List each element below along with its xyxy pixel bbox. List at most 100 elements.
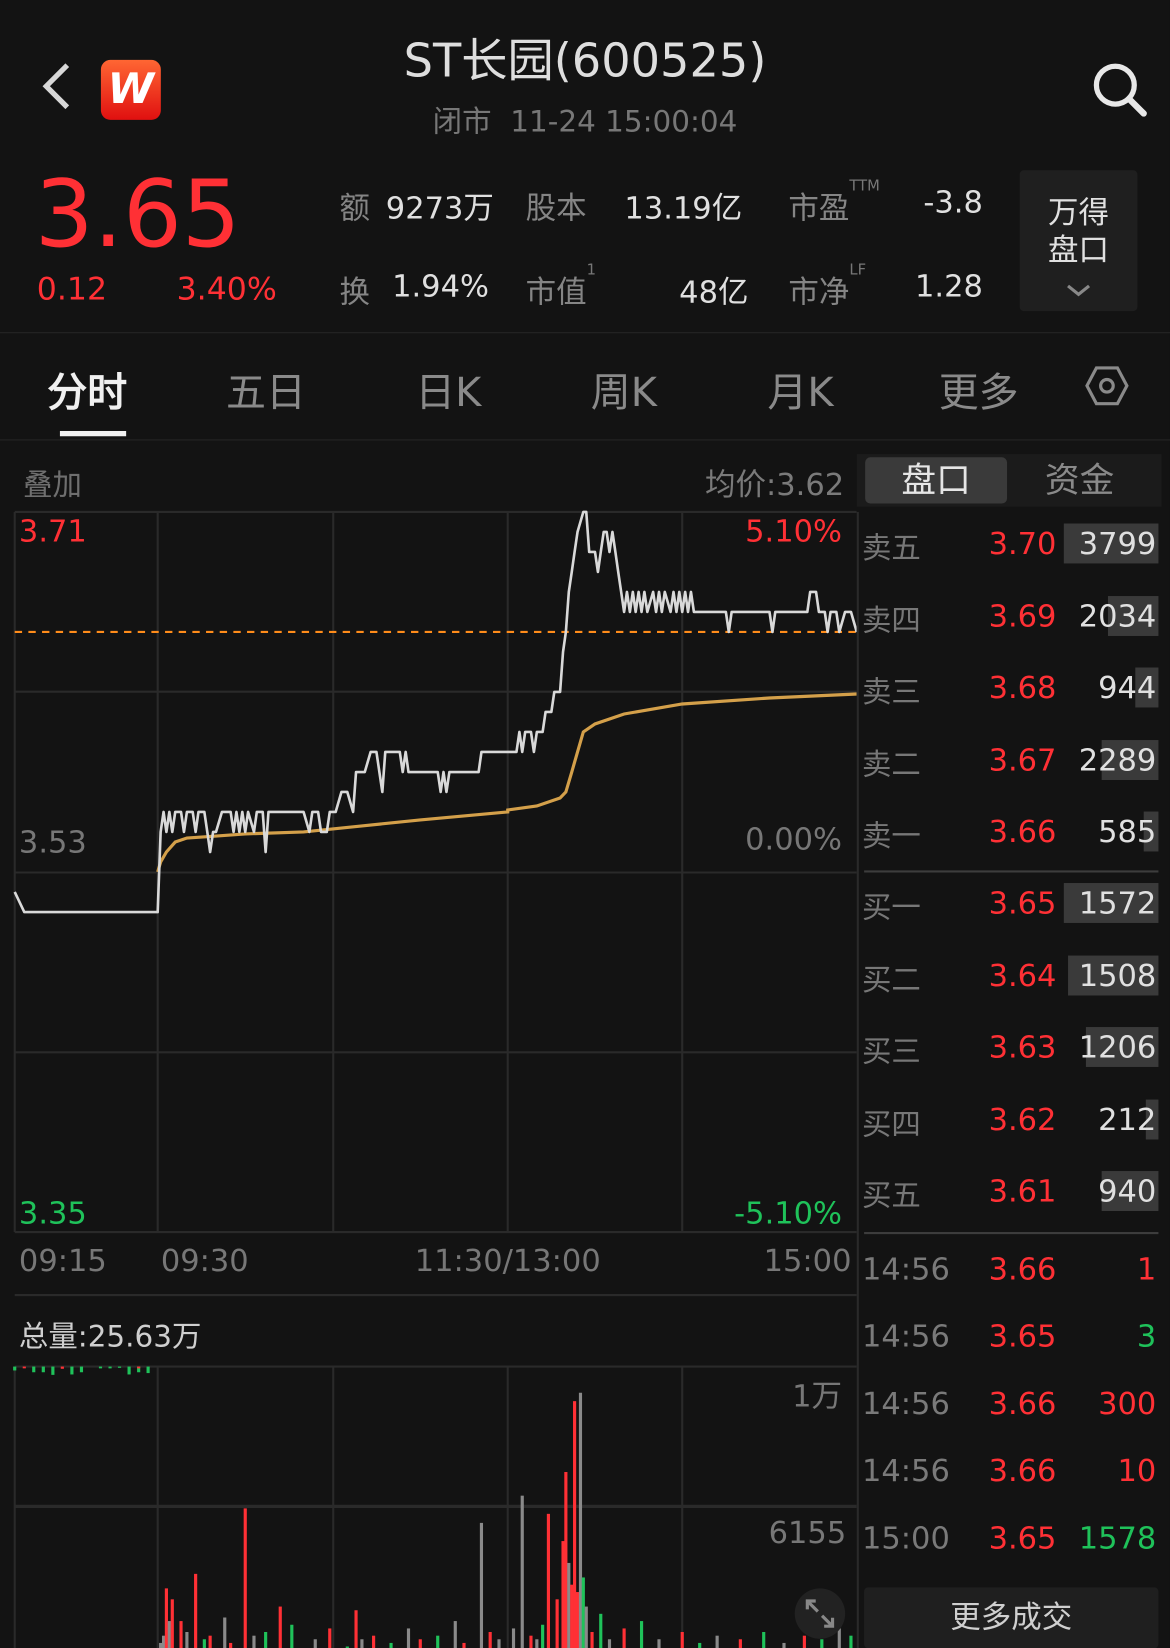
search-button[interactable]: [1089, 59, 1148, 118]
datetime-text: 11-24 15:00:04: [510, 104, 738, 139]
volume-bar: [194, 1573, 198, 1648]
order-book-row[interactable]: 卖三 3.68 944: [857, 667, 1162, 710]
level-price: 3.61: [988, 1173, 1057, 1209]
order-book-row[interactable]: 卖四 3.69 2034: [857, 595, 1162, 638]
level-price: 3.69: [988, 597, 1057, 634]
volume-label-top: 1万: [792, 1378, 843, 1414]
order-book-row[interactable]: 买一 3.65 1572: [857, 883, 1162, 925]
more-trades-button[interactable]: 更多成交: [864, 1587, 1159, 1648]
panel-tab-fund[interactable]: 资金: [1044, 459, 1115, 501]
volume-bar: [1134, 667, 1159, 708]
status-text: 闭市: [432, 104, 492, 139]
volume-bar: [1101, 739, 1159, 780]
stat-value-shares: 13.19亿: [624, 190, 743, 227]
volume-bar: [570, 1584, 574, 1648]
level-name: 卖二: [861, 746, 921, 782]
tab-monthly-k[interactable]: 月K: [767, 368, 834, 416]
volume-bar: [185, 1632, 189, 1648]
tick-row: 15:00 3.65 1578: [857, 1518, 1162, 1560]
y-label-prev-close: 3.53: [18, 824, 87, 860]
volume-bar: [541, 1624, 545, 1648]
level-price: 3.67: [988, 741, 1057, 778]
overlay-button[interactable]: 叠加: [23, 467, 83, 503]
auction-volume-bar: [146, 1366, 150, 1374]
volume-bar: [1101, 1171, 1159, 1211]
volume-bar: [436, 1635, 440, 1648]
panel-border: [856, 511, 859, 1648]
tick-volume: 3: [1136, 1318, 1157, 1354]
chevron-down-icon: [1067, 284, 1091, 297]
level-name: 卖三: [861, 674, 921, 710]
order-book-row[interactable]: 买三 3.63 1206: [857, 1027, 1162, 1069]
tick-volume: 1578: [1078, 1520, 1157, 1556]
pct-label-high: 5.10%: [745, 512, 843, 549]
expand-icon: [805, 1599, 835, 1628]
volume-bar: [639, 1621, 644, 1648]
mktcap-label: 市值: [525, 274, 587, 311]
chart-settings-button[interactable]: [1085, 364, 1129, 408]
tab-active-indicator: [59, 430, 127, 437]
tab-five-day[interactable]: 五日: [226, 368, 306, 416]
volume-bar: [372, 1635, 376, 1648]
level-name: 买二: [861, 962, 921, 998]
tab-more[interactable]: 更多: [938, 368, 1019, 416]
auction-volume-bar: [108, 1366, 112, 1369]
level-volume: 2289: [1078, 741, 1157, 778]
divider: [0, 439, 1170, 441]
order-book-row[interactable]: 买二 3.64 1508: [857, 955, 1162, 997]
volume-bar: [529, 1635, 533, 1648]
volume-bar: [167, 1621, 171, 1648]
tab-weekly-k[interactable]: 周K: [590, 368, 657, 416]
intraday-price-chart[interactable]: [0, 0, 857, 1648]
stat-label-mktcap: 市值1: [525, 262, 596, 312]
wind-button-line2: 盘口: [1048, 232, 1110, 269]
volume-bar: [1085, 1027, 1159, 1067]
divider: [864, 1232, 1159, 1235]
order-book-row[interactable]: 买四 3.62 212: [857, 1099, 1162, 1141]
volume-bar: [546, 1513, 550, 1648]
volume-bar: [497, 1639, 501, 1648]
stat-label-shares: 股本: [525, 190, 587, 227]
x-label-0930: 09:30: [160, 1242, 249, 1279]
tick-price: 3.66: [988, 1452, 1057, 1489]
volume-bar: [389, 1642, 393, 1648]
order-book-row[interactable]: 卖五 3.70 3799: [857, 523, 1162, 566]
wind-orderbook-button[interactable]: 万得 盘口: [1019, 170, 1138, 312]
volume-bar: [418, 1639, 422, 1648]
volume-bar: [599, 1613, 603, 1648]
volume-bar: [535, 1639, 539, 1648]
volume-bar: [179, 1621, 183, 1648]
tick-row: 14:56 3.66 300: [857, 1383, 1162, 1425]
tick-row: 14:56 3.66 1: [857, 1249, 1162, 1291]
volume-bar: [170, 1599, 174, 1648]
volume-bar: [590, 1632, 594, 1648]
order-book-row[interactable]: 买五 3.61 940: [857, 1171, 1162, 1213]
volume-bar: [762, 1632, 766, 1648]
stat-label-turnover: 换: [339, 274, 371, 311]
volume-bar: [164, 1588, 168, 1648]
volume-bar: [360, 1639, 364, 1648]
tick-row: 14:56 3.65 3: [857, 1316, 1162, 1358]
wind-logo[interactable]: W: [100, 59, 161, 120]
volume-bar: [567, 1562, 571, 1648]
back-button[interactable]: [36, 59, 78, 114]
tab-daily-k[interactable]: 日K: [415, 368, 482, 416]
pe-sup: TTM: [849, 177, 880, 195]
level-volume: 1206: [1078, 1029, 1157, 1065]
volume-bar: [564, 1472, 568, 1648]
pct-label-zero: 0.00%: [745, 820, 843, 857]
expand-chart-button[interactable]: [794, 1588, 846, 1639]
order-book-row[interactable]: 卖一 3.66 585: [857, 811, 1162, 854]
volume-bar: [581, 1577, 585, 1648]
stat-label-pb: 市净LF: [788, 262, 866, 312]
tick-volume: 300: [1098, 1385, 1157, 1422]
auction-volume-bar: [60, 1366, 64, 1369]
auction-volume-bar: [32, 1366, 36, 1373]
level-name: 卖一: [861, 818, 921, 854]
panel-tab-orderbook[interactable]: 盘口: [865, 457, 1008, 504]
tick-time: 14:56: [861, 1318, 950, 1354]
tab-intraday[interactable]: 分时: [47, 368, 128, 416]
order-book-row[interactable]: 卖二 3.67 2289: [857, 739, 1162, 782]
volume-bar: [837, 1628, 841, 1648]
